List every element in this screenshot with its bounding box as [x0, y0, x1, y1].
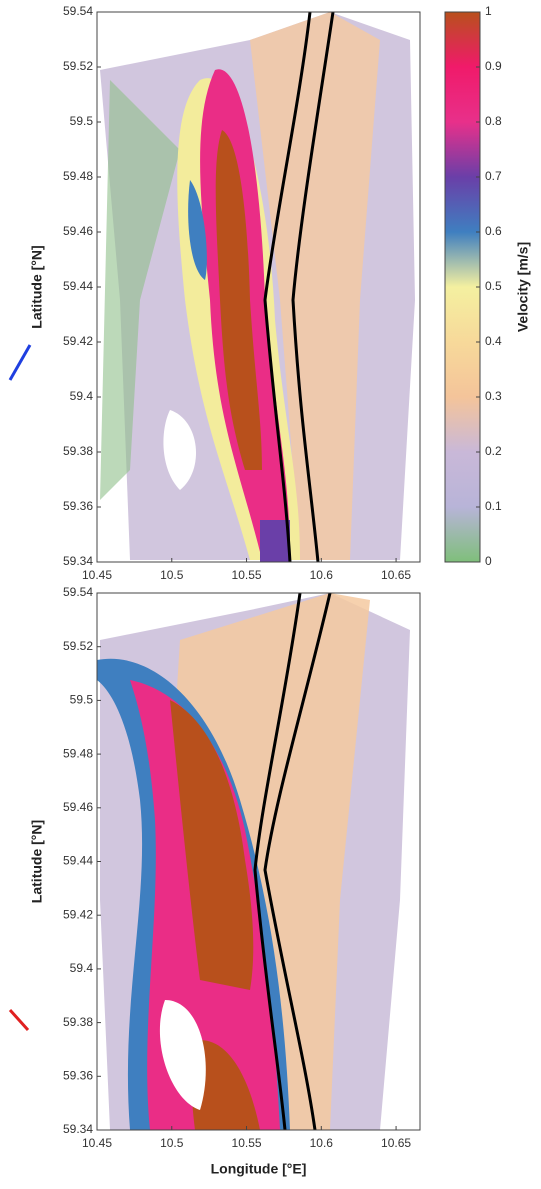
field-top: [100, 12, 415, 562]
y-tick-label: 59.4: [70, 389, 94, 403]
y-tick-label: 59.48: [63, 169, 93, 183]
x-tick-label: 10.55: [232, 1136, 262, 1150]
x-tick-label: 10.45: [82, 568, 112, 582]
y-tick-label: 59.46: [63, 800, 93, 814]
y-axis-label: Latitude [°N]: [29, 820, 45, 903]
y-tick-label: 59.46: [63, 224, 93, 238]
y-tick-label: 59.52: [63, 639, 93, 653]
field-bottom: [97, 593, 410, 1130]
red-pointer: [8, 1008, 30, 1032]
y-tick-label: 59.5: [70, 693, 94, 707]
colorbar-label: Velocity [m/s]: [515, 242, 531, 332]
colorbar-tick-label: 0.2: [485, 444, 502, 458]
colorbar-tick-label: 0.7: [485, 169, 502, 183]
y-tick-label: 59.34: [63, 554, 93, 568]
x-tick-label: 10.6: [310, 568, 334, 582]
y-tick-label: 59.5: [70, 114, 94, 128]
colorbar-tick-label: 1: [485, 4, 492, 18]
y-tick-label: 59.38: [63, 444, 93, 458]
x-tick-label: 10.5: [160, 568, 184, 582]
colorbar-tick-label: 0.6: [485, 224, 502, 238]
colorbar-tick-label: 0.1: [485, 499, 502, 513]
colorbar-tick-label: 0.4: [485, 334, 502, 348]
x-axis-label: Longitude [°E]: [211, 1161, 307, 1177]
colorbar-tick-label: 0.9: [485, 59, 502, 73]
y-tick-label: 59.54: [63, 4, 93, 18]
y-tick-label: 59.54: [63, 585, 93, 599]
y-tick-label: 59.44: [63, 854, 93, 868]
x-tick-label: 10.55: [232, 568, 262, 582]
y-tick-label: 59.36: [63, 499, 93, 513]
x-tick-label: 10.6: [310, 1136, 334, 1150]
x-tick-label: 10.5: [160, 1136, 184, 1150]
blue-pointer: [8, 344, 32, 381]
y-tick-label: 59.36: [63, 1068, 93, 1082]
y-tick-label: 59.38: [63, 1015, 93, 1029]
colorbar-tick-label: 0: [485, 554, 492, 568]
colorbar-tick-label: 0.5: [485, 279, 502, 293]
y-tick-label: 59.48: [63, 746, 93, 760]
y-axis-label: Latitude [°N]: [29, 245, 45, 328]
y-tick-label: 59.42: [63, 334, 93, 348]
y-tick-label: 59.4: [70, 961, 94, 975]
colorbar-tick-label: 0.8: [485, 114, 502, 128]
colorbar-tick-label: 0.3: [485, 389, 502, 403]
y-tick-label: 59.44: [63, 279, 93, 293]
x-tick-label: 10.45: [82, 1136, 112, 1150]
x-tick-label: 10.65: [381, 568, 411, 582]
y-tick-label: 59.34: [63, 1122, 93, 1136]
y-tick-label: 59.52: [63, 59, 93, 73]
colorbar: [444, 11, 481, 563]
y-tick-label: 59.42: [63, 907, 93, 921]
x-tick-label: 10.65: [381, 1136, 411, 1150]
